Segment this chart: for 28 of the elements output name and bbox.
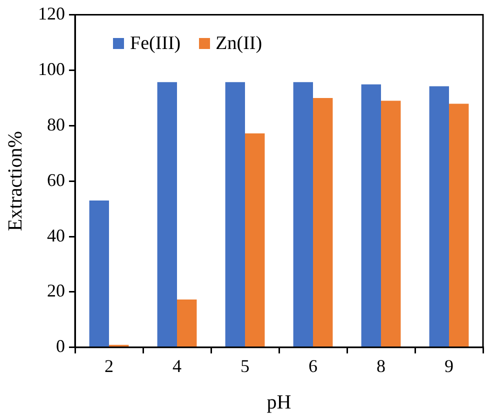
bar: [225, 82, 245, 347]
bar: [313, 98, 333, 347]
y-tick-label: 80: [47, 114, 65, 134]
bar: [293, 82, 313, 347]
bar: [429, 86, 449, 347]
x-tick-label: 5: [240, 356, 250, 376]
bar: [449, 104, 469, 347]
x-tick-label: 9: [444, 356, 454, 376]
x-tick-label: 4: [172, 356, 182, 376]
bar: [245, 133, 265, 347]
y-tick-label: 100: [38, 58, 65, 79]
bar: [381, 100, 401, 347]
bar: [89, 200, 109, 347]
y-tick-label: 40: [47, 225, 65, 246]
y-tick-label: 120: [38, 4, 65, 24]
bar: [157, 82, 177, 347]
x-tick-label: 8: [376, 356, 386, 376]
x-axis-title: pH: [266, 391, 292, 414]
y-tick-label: 20: [47, 280, 65, 301]
legend-label: Fe(III): [130, 32, 181, 55]
x-tick-label: 2: [104, 356, 114, 376]
bar: [177, 299, 197, 347]
y-tick-label: 0: [56, 336, 65, 356]
y-tick-label: 60: [47, 170, 65, 190]
bar: [361, 84, 381, 347]
y-axis-title: Extraction%: [4, 131, 26, 232]
x-tick-label: 6: [308, 356, 318, 376]
legend-label: Zn(II): [216, 32, 262, 55]
